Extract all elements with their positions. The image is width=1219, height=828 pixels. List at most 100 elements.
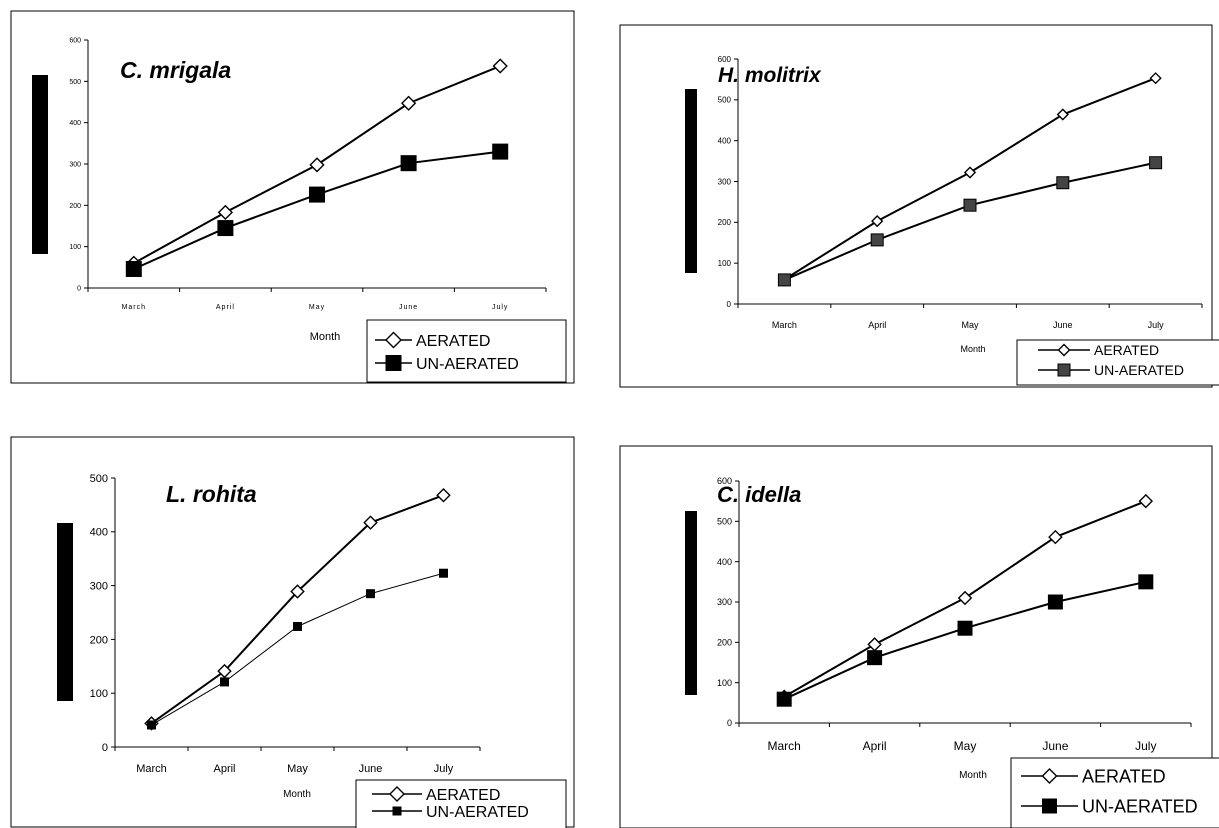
x-axis-title: Month: [283, 789, 311, 800]
data-point-un-aerated: [776, 691, 792, 707]
data-point-un-aerated: [217, 220, 234, 237]
y-tick-label: 200: [69, 203, 81, 210]
data-point-aerated: [867, 637, 882, 652]
data-point-aerated: [1149, 72, 1162, 85]
chart-title: H. molitrix: [718, 64, 822, 87]
legend-box: [1010, 757, 1219, 828]
legend-box: [1016, 339, 1219, 386]
chart-frame: [619, 445, 1213, 828]
chart-panel-4: C. idella 0 100 200 300 400 500 600 March April Ma…: [619, 445, 1219, 828]
data-point-un-aerated: [957, 620, 973, 636]
y-tick-label: 200: [90, 634, 108, 646]
y-tick-label: 100: [90, 688, 108, 700]
legend-label-un-aerated: UN-AERATED: [1082, 796, 1198, 816]
data-point-aerated: [1056, 108, 1069, 121]
data-point-aerated: [1048, 529, 1063, 545]
x-tick-label: April: [213, 763, 235, 775]
data-point-un-aerated: [147, 720, 156, 730]
x-tick-label: April: [868, 320, 886, 330]
chart-frame: [619, 24, 1213, 388]
legend-marker-un-aerated: [392, 806, 402, 816]
data-point-un-aerated: [492, 143, 509, 160]
series-line-aerated: [150, 494, 444, 725]
chart-title: L. rohita: [166, 481, 257, 507]
y-tick-label: 300: [718, 177, 732, 186]
legend-label-un-aerated: UN-AERATED: [416, 356, 519, 373]
legend-marker-un-aerated: [1042, 798, 1057, 814]
data-point-aerated: [400, 95, 417, 111]
legend-label-aerated: AERATED: [426, 787, 500, 804]
x-tick-label: May: [287, 763, 308, 775]
data-point-un-aerated: [125, 260, 142, 277]
x-tick-label: May: [961, 320, 979, 330]
x-tick-label: April: [216, 304, 235, 311]
y-tick-label: 500: [90, 473, 108, 485]
x-tick-label: June: [1053, 320, 1073, 330]
series-line-un-aerated: [784, 161, 1156, 281]
legend-label-un-aerated: UN-AERATED: [1094, 362, 1184, 378]
data-point-aerated: [217, 663, 232, 679]
y-tick-label: 100: [69, 244, 81, 251]
legend-box: [366, 319, 567, 383]
x-axis-title: Month: [310, 331, 341, 343]
y-tick-label: 100: [718, 259, 732, 268]
x-tick-label: May: [309, 304, 325, 311]
data-point-un-aerated: [1056, 176, 1070, 190]
chart-panel-2: H. molitrix 0 100 200 300 400 500 600 March April…: [619, 24, 1219, 388]
legend-marker-aerated: [1057, 343, 1071, 357]
chart-frame: [10, 436, 575, 828]
data-point-aerated: [363, 515, 378, 530]
x-tick-label: June: [359, 763, 383, 775]
data-point-aerated: [492, 58, 508, 74]
legend-marker-aerated: [385, 331, 402, 349]
chart-title: C. mrigala: [120, 57, 231, 83]
x-tick-label: March: [122, 304, 146, 311]
data-point-aerated: [436, 487, 451, 503]
y-tick-label: 0: [102, 742, 108, 754]
data-point-un-aerated: [867, 650, 883, 666]
x-tick-label: July: [434, 763, 454, 775]
data-point-un-aerated: [963, 198, 977, 212]
y-tick-label: 100: [717, 678, 732, 688]
legend-label-un-aerated: UN-AERATED: [426, 804, 529, 821]
legend-marker-un-aerated: [385, 355, 402, 371]
y-tick-label: 300: [69, 161, 81, 168]
y-axis-black-bar: [685, 511, 697, 695]
x-tick-label: July: [1148, 320, 1165, 330]
chart-frame: [10, 10, 575, 384]
y-tick-label: 600: [69, 37, 81, 44]
data-point-un-aerated: [220, 677, 229, 687]
x-axis-title: Month: [960, 344, 985, 354]
x-tick-label: March: [768, 739, 801, 753]
legend-box: [355, 779, 567, 828]
y-tick-label: 400: [718, 136, 732, 145]
x-axis-title: Month: [959, 770, 987, 781]
y-tick-label: 200: [717, 637, 732, 647]
data-point-un-aerated: [1047, 594, 1063, 610]
y-tick-label: 200: [718, 218, 732, 227]
legend-marker-aerated: [1041, 768, 1058, 784]
x-tick-label: June: [399, 304, 418, 311]
data-point-un-aerated: [1138, 574, 1154, 590]
y-axis-black-bar: [685, 89, 697, 273]
legend-label-aerated: AERATED: [1094, 342, 1159, 358]
legend-label-aerated: AERATED: [416, 333, 490, 350]
data-point-aerated: [309, 157, 325, 173]
data-point-un-aerated: [1149, 156, 1163, 170]
y-tick-label: 500: [69, 79, 81, 86]
y-tick-label: 400: [90, 527, 108, 539]
data-point-un-aerated: [400, 155, 417, 172]
chart-panel-1: C. mrigala 0 100 200 300 400 500 600 March April M…: [10, 10, 575, 384]
data-point-un-aerated: [309, 186, 325, 203]
y-tick-label: 500: [717, 516, 732, 526]
x-tick-label: March: [136, 763, 167, 775]
y-tick-label: 400: [717, 557, 732, 567]
data-point-un-aerated: [777, 273, 791, 287]
y-tick-label: 600: [718, 55, 732, 64]
data-point-un-aerated: [366, 589, 375, 599]
x-tick-label: May: [954, 739, 977, 753]
y-axis-black-bar: [57, 523, 73, 701]
x-tick-label: March: [772, 320, 797, 330]
data-point-aerated: [957, 590, 973, 606]
